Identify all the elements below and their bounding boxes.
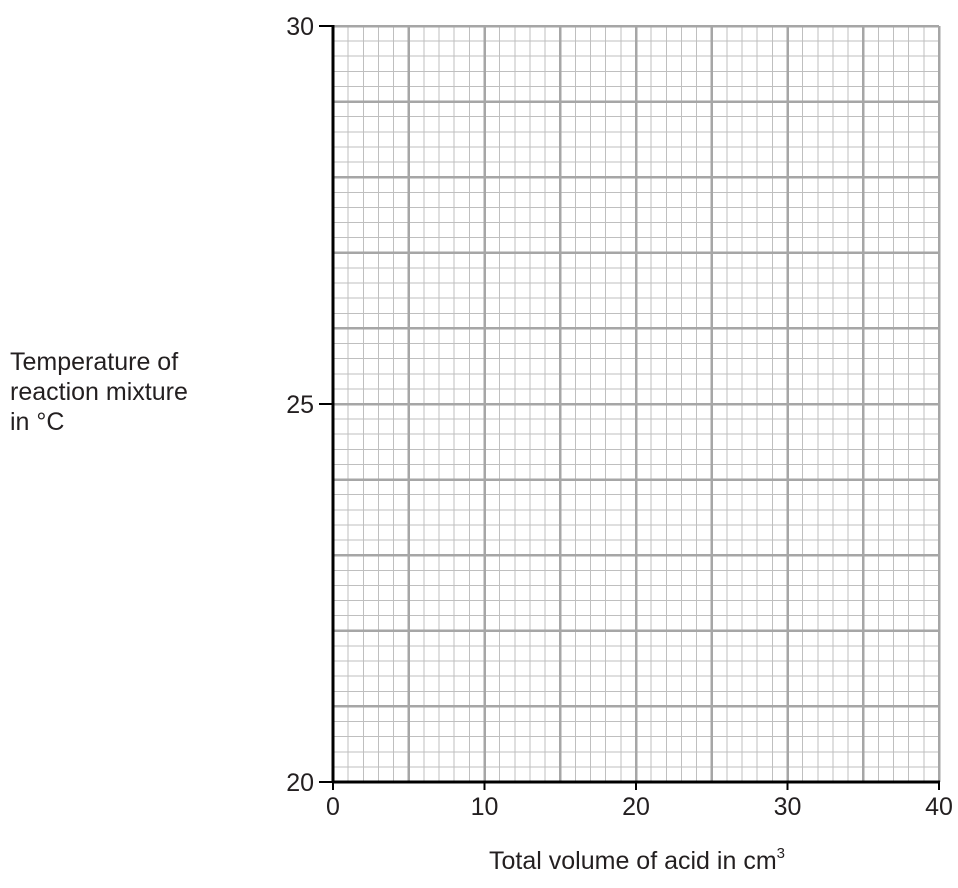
y-axis-title: Temperature of reaction mixture in °C [10, 347, 250, 437]
y-tick-label: 25 [286, 391, 314, 419]
major-grid [333, 24, 941, 782]
ticks: 0 10 20 30 40 20 25 30 [286, 13, 953, 821]
y-axis-title-line-2: reaction mixture [10, 378, 188, 406]
x-tick-label: 20 [622, 793, 650, 821]
x-axis-title-text: Total volume of acid in cm [489, 847, 777, 875]
x-axis-title: Total volume of acid in cm3 [489, 845, 785, 875]
x-tick-label: 30 [774, 793, 802, 821]
y-tick-label: 30 [286, 13, 314, 41]
x-tick-label: 10 [471, 793, 499, 821]
y-axis-title-line-3: in °C [10, 408, 65, 436]
x-tick-label: 0 [326, 793, 340, 821]
x-axis-title-superscript: 3 [777, 845, 785, 862]
x-tick-label: 40 [925, 793, 953, 821]
y-tick-label: 20 [286, 769, 314, 797]
y-axis-title-line-1: Temperature of [10, 348, 179, 376]
